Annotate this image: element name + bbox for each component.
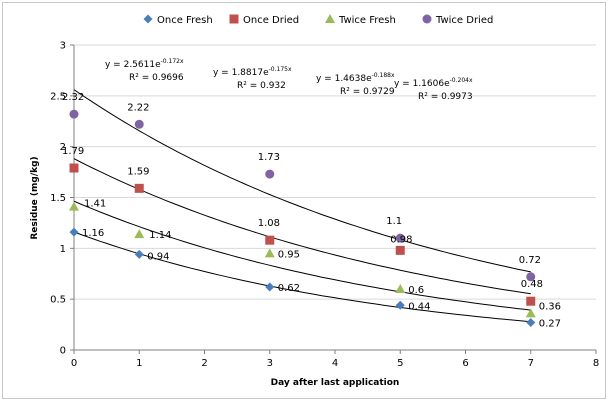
data-point: [134, 229, 145, 239]
data-point: [69, 227, 79, 237]
data-point: [526, 272, 536, 282]
data-point: [526, 296, 536, 306]
data-label: 0.95: [278, 249, 300, 260]
data-point: [525, 308, 536, 318]
trend-r2: R² = 0.932: [237, 81, 286, 91]
data-point: [526, 318, 536, 328]
data-point: [265, 235, 275, 245]
data-point: [395, 284, 406, 293]
data-label: 0.94: [147, 251, 169, 262]
data-point: [265, 169, 275, 179]
x-tick-label: 4: [332, 358, 338, 369]
trend-equation: y = 1.8817e-0.175x: [213, 66, 292, 78]
trend-r2: R² = 0.9696: [129, 73, 184, 83]
x-tick-label: 2: [201, 358, 207, 369]
y-tick-label: 3: [60, 41, 66, 52]
data-label: 0.44: [408, 301, 430, 312]
data-point: [264, 248, 275, 258]
data-point: [395, 300, 405, 310]
data-label: 0.72: [519, 255, 541, 266]
legend-marker-2: [325, 14, 335, 23]
trend-r2: R² = 0.9973: [418, 92, 473, 102]
data-label: 0.62: [278, 283, 300, 294]
data-point: [134, 249, 144, 259]
trendline-1: [73, 158, 531, 295]
data-label: 1.73: [258, 152, 280, 163]
data-point: [69, 163, 79, 173]
data-label: 1.79: [62, 146, 84, 157]
trendline-2: [73, 200, 531, 311]
legend: Once Fresh Once Dried Twice Fresh Twice Dri…: [143, 14, 493, 26]
data-label: 1.41: [84, 199, 106, 210]
trend-r2: R² = 0.9729: [340, 87, 395, 97]
chart-frame: [2, 2, 606, 399]
equation-layer: y = 1.1606e-0.204x R² = 0.9973 y = 1.8817e…: [105, 58, 473, 102]
y-tick-label: 1: [60, 244, 66, 255]
x-tick-label: 0: [71, 358, 77, 369]
marker-layer: [69, 109, 536, 328]
y-tick-label: 2: [60, 142, 66, 153]
data-label: 1.16: [82, 228, 104, 239]
data-point: [395, 245, 405, 255]
trend-equation: y = 2.5611e-0.172x: [105, 58, 184, 70]
trendline-3: [73, 89, 531, 273]
data-label: 0.98: [390, 234, 412, 245]
y-tick-label: 0.5: [50, 295, 66, 306]
x-axis-title: Day after last application: [271, 378, 400, 388]
trend-equation: y = 1.1606e-0.204x: [394, 77, 473, 89]
data-point: [69, 109, 79, 119]
axes-layer: 0 0.5 1 1.5 2 2.5 3 0 1 2 3 4 5 6 7 8: [50, 41, 599, 370]
trendline-layer: [73, 89, 531, 323]
data-point: [134, 119, 144, 129]
data-label: 0.27: [539, 319, 561, 330]
data-label: 0.36: [539, 301, 561, 312]
legend-label: Once Dried: [243, 15, 299, 26]
data-label: 1.59: [127, 166, 149, 177]
y-axis-title: Residue (mg/kg): [30, 156, 40, 239]
data-label: 1.08: [258, 218, 280, 229]
legend-label: Once Fresh: [157, 15, 213, 26]
data-label: 0.48: [521, 279, 543, 290]
data-label: 0.6: [408, 285, 424, 296]
x-tick-label: 6: [462, 358, 468, 369]
data-label: 2.32: [62, 92, 84, 103]
x-tick-label: 1: [136, 358, 142, 369]
legend-label: Twice Fresh: [338, 15, 396, 26]
y-tick-label: 2.5: [50, 91, 66, 102]
legend-marker-0: [143, 14, 153, 24]
x-tick-label: 3: [267, 358, 273, 369]
data-point: [69, 201, 79, 211]
trendline-0: [73, 231, 531, 323]
data-point: [395, 233, 405, 243]
data-label: 1.1: [386, 216, 402, 227]
legend-marker-3: [422, 14, 432, 24]
data-label: 1.14: [149, 230, 171, 241]
data-point: [134, 183, 144, 193]
x-tick-label: 7: [528, 358, 534, 369]
data-point: [265, 282, 275, 292]
x-tick-label: 5: [397, 358, 403, 369]
y-tick-label: 1.5: [50, 193, 66, 204]
x-tick-label: 8: [593, 358, 599, 369]
data-label: 2.22: [127, 102, 149, 113]
legend-marker-1: [229, 14, 239, 24]
trend-equation: y = 1.4638e-0.188x: [316, 72, 395, 84]
y-tick-label: 0: [60, 346, 66, 357]
grid-layer: [74, 44, 596, 300]
data-label-layer: 1.160.940.620.440.271.791.591.080.980.48…: [62, 92, 561, 329]
legend-label: Twice Dried: [435, 15, 493, 26]
